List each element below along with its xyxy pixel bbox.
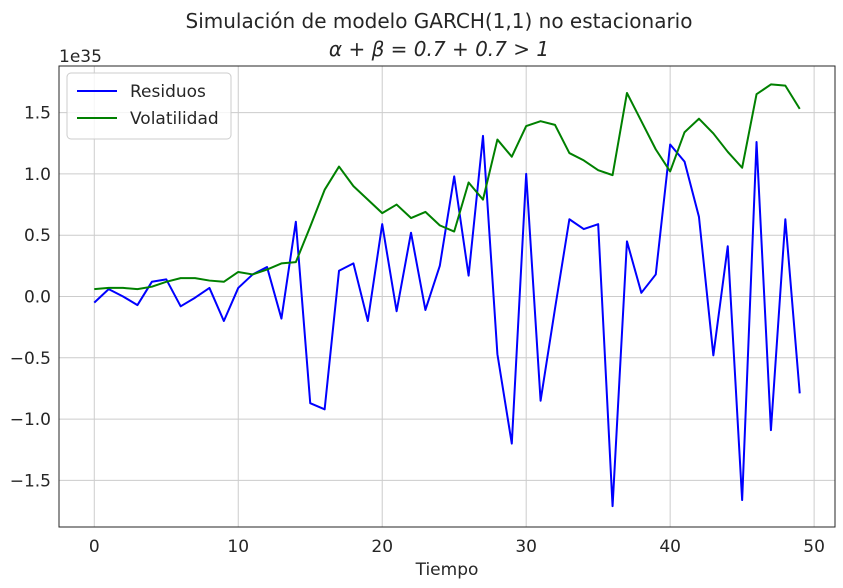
x-tick-label: 20 [371, 537, 393, 557]
y-tick-label: 0.0 [24, 288, 51, 308]
x-tick-label: 30 [515, 537, 537, 557]
legend-label-volatilidad: Volatilidad [130, 109, 219, 129]
grid [59, 66, 835, 527]
y-tick-label: 0.5 [24, 226, 51, 246]
legend-box [66, 72, 232, 140]
legend: Residuos Volatilidad [66, 72, 232, 140]
y-tick-label: −1.5 [10, 471, 51, 491]
x-tick-label: 40 [659, 537, 681, 557]
x-axis-label: Tiempo [415, 560, 479, 580]
y-tick-labels: −1.5 −1.0 −0.5 0.0 0.5 1.0 1.5 [10, 104, 51, 492]
legend-label-residuos: Residuos [130, 82, 206, 102]
chart-subtitle: α + β = 0.7 + 0.7 > 1 [329, 37, 549, 61]
y-tick-label: 1.5 [24, 104, 51, 124]
series-line-volatilidad [94, 83, 801, 291]
plot-frame [58, 65, 836, 528]
plot-series [93, 83, 801, 508]
x-tick-label: 0 [89, 537, 100, 557]
x-tick-label: 50 [803, 537, 825, 557]
y-tick-label: −0.5 [10, 349, 51, 369]
y-offset-text: 1e35 [59, 47, 102, 67]
series-line-residuos [93, 134, 801, 508]
y-tick-label: 1.0 [24, 165, 51, 185]
x-tick-label: 10 [227, 537, 249, 557]
x-tick-labels: 0 10 20 30 40 50 [89, 537, 825, 557]
y-tick-label: −1.0 [10, 410, 51, 430]
chart-title: Simulación de modelo GARCH(1,1) no estac… [186, 9, 693, 33]
